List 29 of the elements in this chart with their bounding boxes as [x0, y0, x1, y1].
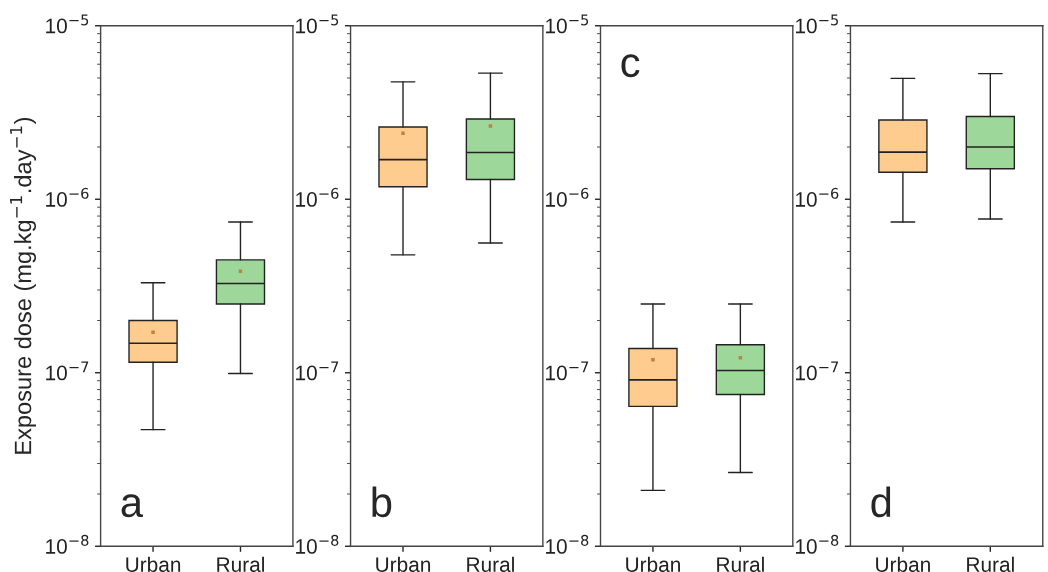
- y-tick-label: 10$^{−7}$: [46, 361, 89, 381]
- x-tick-label: Urban: [876, 556, 930, 572]
- y-tick-label: 10$^{−7}$: [296, 361, 339, 381]
- y-tick-label: 10$^{−6}$: [796, 187, 839, 207]
- y-tick-label: 10$^{−5}$: [796, 14, 839, 34]
- annotation: d: [871, 486, 891, 518]
- x-tick-label: Rural: [217, 556, 264, 572]
- y-axis-title: Exposure dose (mg.kg$^{−1}$.day$^{−1}$): [10, 117, 37, 454]
- x-tick-label: Urban: [376, 556, 431, 572]
- x-tick-label: Rural: [717, 556, 764, 572]
- y-tick-label: 10$^{−6}$: [46, 187, 89, 207]
- annotation: a: [121, 494, 144, 518]
- y-tick-label: 10$^{−8}$: [796, 534, 839, 554]
- y-tick-label: 10$^{−8}$: [546, 534, 589, 554]
- x-tick-label: Urban: [626, 556, 680, 572]
- y-tick-label: 10$^{−5}$: [46, 14, 89, 34]
- y-tick-label: 10$^{−6}$: [296, 187, 339, 207]
- y-tick-label: 10$^{−5}$: [546, 14, 589, 34]
- y-tick-label: 10$^{−5}$: [296, 14, 339, 34]
- y-tick-label: 10$^{−8}$: [296, 534, 339, 554]
- annotation: b: [372, 486, 392, 518]
- x-tick-label: Rural: [467, 556, 514, 572]
- y-tick-label: 10$^{−7}$: [796, 361, 839, 381]
- x-tick-label: Urban: [126, 556, 181, 572]
- annotation: c: [621, 54, 640, 78]
- y-tick-label: 10$^{−7}$: [546, 361, 589, 381]
- y-tick-label: 10$^{−8}$: [46, 534, 89, 554]
- x-tick-label: Rural: [967, 556, 1014, 572]
- y-tick-label: 10$^{−6}$: [546, 187, 589, 207]
